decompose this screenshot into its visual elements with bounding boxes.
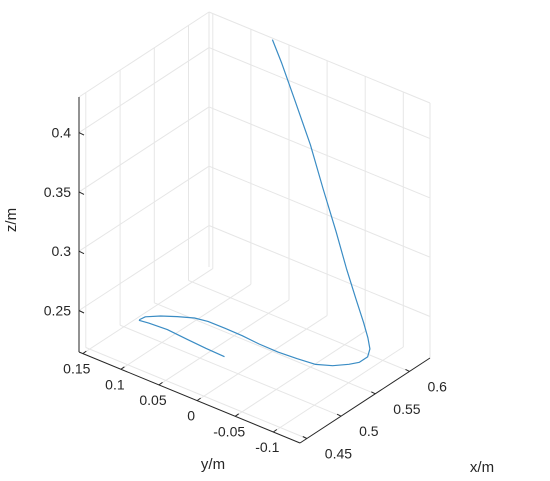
x-tick (405, 368, 410, 372)
z-tick (78, 191, 85, 195)
z-tick-label: 0.3 (52, 243, 72, 259)
x-tick (336, 413, 342, 417)
grid-line (78, 11, 210, 98)
grid-lines (78, 11, 431, 439)
x-axis-line (299, 357, 431, 444)
grid-line (78, 165, 210, 252)
grid-line (78, 106, 210, 193)
z-tick (78, 310, 85, 314)
grid-line (208, 165, 431, 258)
grid-line (234, 330, 366, 417)
grid-line (208, 225, 431, 317)
grid-line (78, 225, 210, 311)
z-tick (78, 132, 85, 136)
grid-line (82, 268, 214, 355)
x-tick-label: 0.55 (393, 401, 420, 417)
tick-labels: 0.25 0.3 0.35 0.4 0.15 0.1 0.05 0 -0.05 -0.1 0.45 0… (44, 125, 447, 462)
y-tick-label: -0.05 (213, 423, 245, 439)
grid-line (119, 324, 342, 417)
y-tick-label: 0.1 (105, 376, 125, 392)
y-tick-label: 0 (187, 408, 195, 424)
y-tick (234, 413, 239, 417)
y-axis-label: y/m (201, 456, 225, 473)
grid-line (273, 346, 404, 433)
x-tick (371, 391, 376, 395)
series-layer (138, 39, 371, 367)
grid-line (196, 315, 328, 402)
z-tick (78, 250, 85, 255)
z-tick-label: 0.35 (44, 184, 71, 200)
grid-line (208, 106, 431, 199)
z-axis-label: z/m (3, 208, 20, 232)
y-tick-label: -0.1 (255, 439, 279, 455)
y-tick (158, 381, 163, 386)
grid-line (158, 299, 290, 386)
x-tick (302, 436, 308, 439)
y-tick (120, 366, 125, 370)
grid-line (85, 347, 307, 439)
z-tick-label: 0.25 (44, 303, 71, 319)
y-tick-label: 0.05 (139, 392, 166, 408)
grid-line (208, 11, 431, 104)
x-tick-label: 0.45 (325, 446, 352, 462)
y-axis-line (78, 351, 301, 444)
y-tick-label: 0.15 (63, 361, 90, 377)
x-tick-label: 0.5 (359, 423, 379, 439)
trajectory-line (138, 39, 371, 367)
x-tick-label: 0.6 (428, 378, 448, 394)
y-tick (82, 350, 87, 355)
axis-lines (78, 97, 431, 444)
y-tick (273, 429, 278, 433)
x-axis-label: x/m (470, 459, 494, 476)
grid-line (154, 302, 376, 395)
grid-line (188, 279, 410, 372)
grid-line (78, 47, 210, 134)
grid-line (120, 283, 252, 370)
z-tick-label: 0.4 (52, 125, 72, 141)
grid-line (208, 47, 431, 140)
y-tick (196, 397, 201, 402)
